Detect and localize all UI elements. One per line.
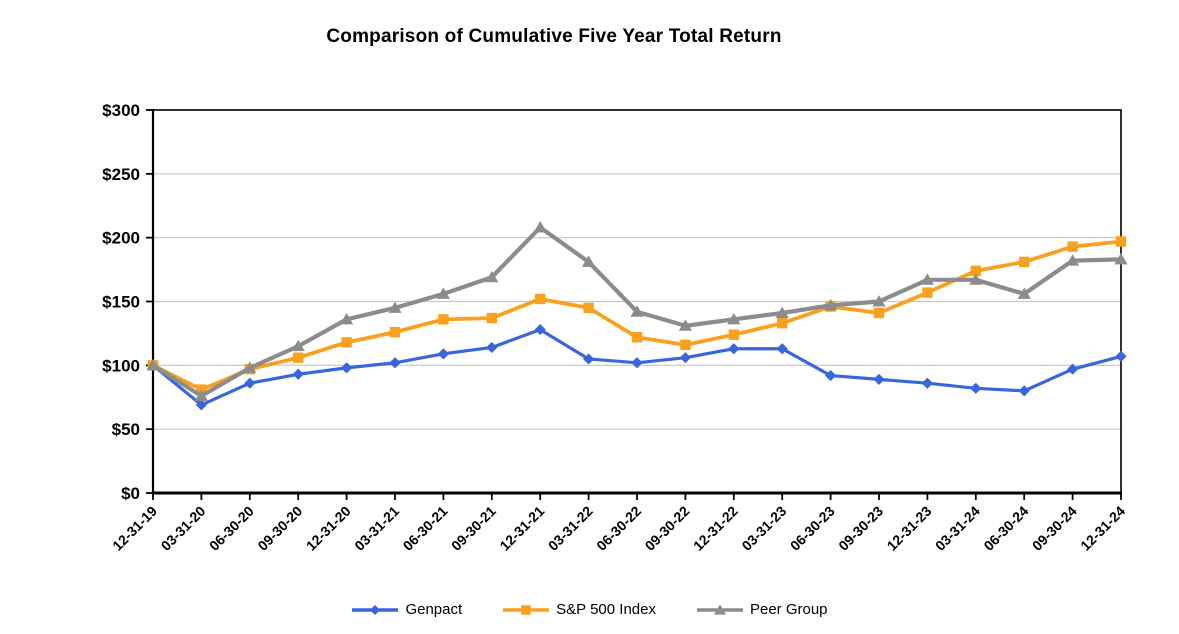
peer-group-line-marker-icon (696, 603, 743, 615)
svg-text:03-31-21: 03-31-21 (351, 503, 402, 554)
svg-text:03-31-23: 03-31-23 (738, 503, 789, 554)
series-genpact (147, 323, 1127, 411)
svg-text:09-30-22: 09-30-22 (642, 503, 693, 554)
svg-text:09-30-23: 09-30-23 (835, 503, 886, 554)
chart-legend: Genpact S&P 500 Index Peer Group (0, 601, 1179, 618)
svg-text:$50: $50 (112, 420, 140, 439)
svg-text:12-31-22: 12-31-22 (690, 503, 741, 554)
svg-text:03-31-22: 03-31-22 (545, 503, 596, 554)
genpact-line-marker-icon (352, 604, 399, 615)
svg-text:12-31-19: 12-31-19 (109, 503, 160, 554)
svg-text:$0: $0 (121, 484, 140, 503)
svg-text:$200: $200 (102, 229, 140, 248)
svg-text:09-30-21: 09-30-21 (448, 503, 499, 554)
legend-label-genpact: Genpact (405, 601, 463, 618)
svg-text:12-31-24: 12-31-24 (1077, 503, 1128, 554)
svg-text:$150: $150 (102, 293, 140, 312)
svg-text:06-30-24: 06-30-24 (980, 503, 1031, 554)
legend-item-genpact: Genpact (351, 601, 462, 618)
legend-label-sp500: S&P 500 Index (556, 601, 656, 618)
svg-text:12-31-20: 12-31-20 (303, 503, 354, 554)
svg-text:$250: $250 (102, 165, 140, 184)
svg-text:12-31-23: 12-31-23 (884, 503, 935, 554)
legend-item-sp500: S&P 500 Index (502, 601, 656, 618)
svg-text:06-30-20: 06-30-20 (206, 503, 257, 554)
svg-text:09-30-24: 09-30-24 (1029, 503, 1080, 554)
legend-item-peer-group: Peer Group (696, 601, 828, 618)
svg-text:$300: $300 (102, 101, 140, 120)
svg-text:09-30-20: 09-30-20 (254, 503, 305, 554)
svg-text:06-30-23: 06-30-23 (787, 503, 838, 554)
svg-text:$100: $100 (102, 356, 140, 375)
svg-text:12-31-21: 12-31-21 (496, 503, 547, 554)
svg-text:06-30-21: 06-30-21 (400, 503, 451, 554)
svg-text:06-30-22: 06-30-22 (593, 503, 644, 554)
sp500-line-marker-icon (503, 604, 550, 615)
svg-text:03-31-24: 03-31-24 (932, 503, 983, 554)
svg-text:03-31-20: 03-31-20 (158, 503, 209, 554)
legend-label-peer-group: Peer Group (749, 601, 828, 618)
chart-title: Comparison of Cumulative Five Year Total… (326, 26, 782, 47)
series-peer-group (146, 221, 1128, 401)
